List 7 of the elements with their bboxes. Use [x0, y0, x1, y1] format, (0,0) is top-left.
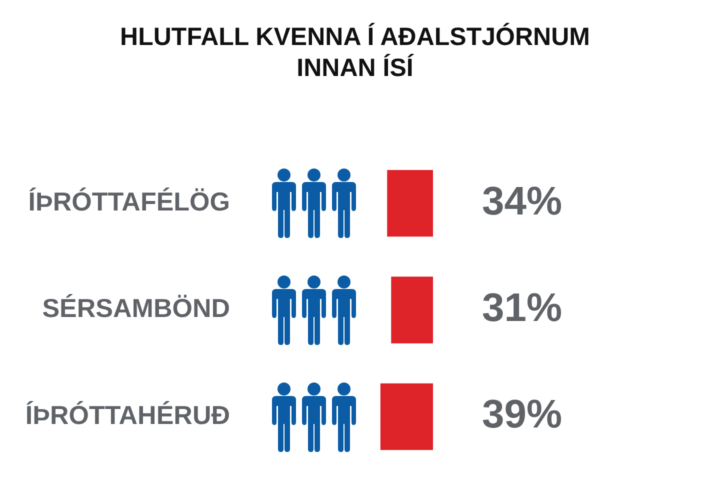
- y-tick-label: ÍÞRÓTTAFÉLÖG: [28, 186, 230, 217]
- data-label: 34%: [482, 179, 562, 224]
- y-tick-label: ÍÞRÓTTAHÉRUÐ: [25, 400, 230, 430]
- y-tick-label: SÉRSAMBÖND: [42, 293, 230, 324]
- data-label: 31%: [482, 286, 562, 330]
- chart-title: HLUTFALL KVENNA Í AÐALSTJÓRNUM INNAN ÍSÍ: [119, 22, 591, 84]
- data-label: 39%: [482, 392, 562, 437]
